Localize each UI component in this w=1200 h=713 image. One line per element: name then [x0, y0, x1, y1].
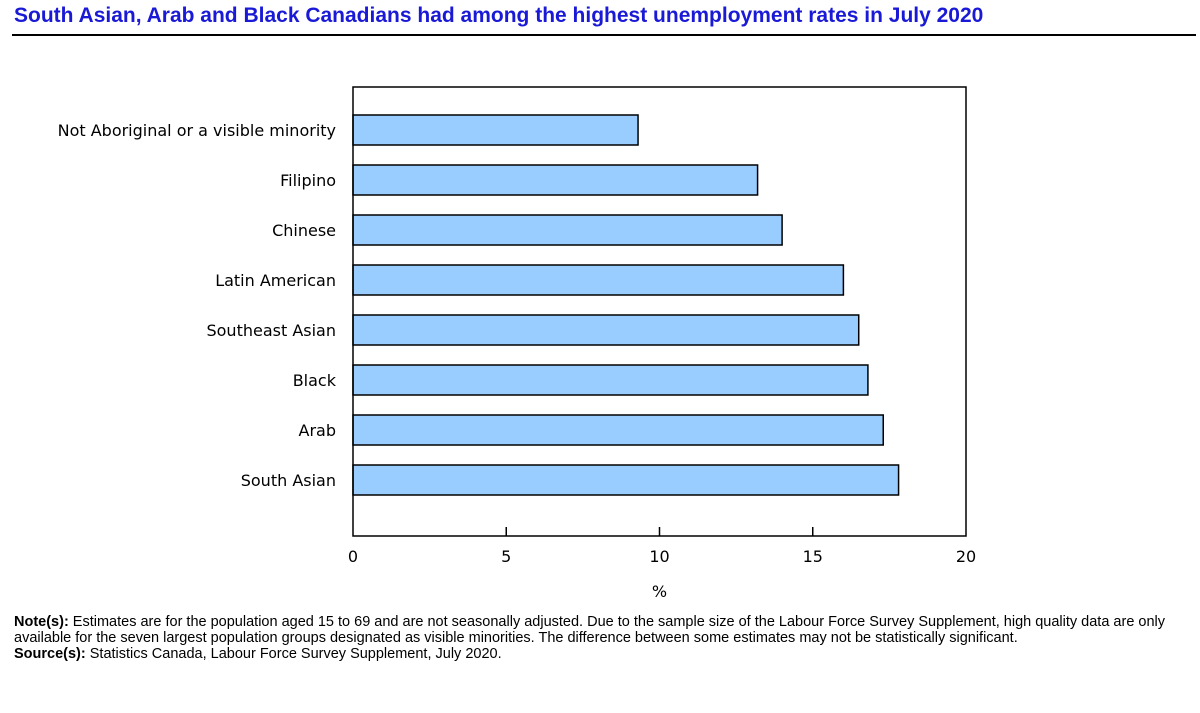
category-label: Latin American — [215, 271, 336, 290]
bar-chinese — [352, 214, 783, 246]
category-label: Southeast Asian — [206, 321, 336, 340]
title-underline — [12, 34, 1196, 36]
x-tick-label: 0 — [348, 547, 358, 566]
source-text: Statistics Canada, Labour Force Survey S… — [85, 646, 502, 662]
bar-south-asian — [352, 464, 900, 496]
bar-southeast-asian — [352, 314, 860, 346]
x-axis-ticks: 0 5 10 15 20 — [348, 527, 976, 566]
footnotes: Note(s): Estimates are for the populatio… — [14, 614, 1184, 662]
bar-black — [352, 364, 869, 396]
x-tick-label: 15 — [803, 547, 823, 566]
bar-not-aboriginal-or-a-visible-minority — [352, 114, 639, 146]
note-label: Note(s): — [14, 614, 69, 630]
category-label: Chinese — [272, 221, 336, 240]
bar-filipino — [352, 164, 759, 196]
bars-layer — [352, 114, 900, 496]
x-axis-title: % — [652, 582, 667, 601]
x-tick-label: 20 — [956, 547, 976, 566]
category-label: Arab — [299, 421, 336, 440]
category-label: Black — [293, 371, 337, 390]
x-tick-label: 5 — [501, 547, 511, 566]
source-label: Source(s): — [14, 646, 86, 662]
category-label: South Asian — [241, 471, 336, 490]
bar-latin-american — [352, 264, 845, 296]
chart-title: South Asian, Arab and Black Canadians ha… — [14, 4, 984, 27]
category-label: Filipino — [280, 171, 336, 190]
note-text: Estimates are for the population aged 15… — [14, 614, 1166, 646]
source: Source(s): Statistics Canada, Labour For… — [14, 646, 1184, 662]
category-labels: Not Aboriginal or a visible minority Fili… — [58, 121, 337, 490]
bar-arab — [352, 414, 884, 446]
note: Note(s): Estimates are for the populatio… — [14, 614, 1184, 646]
x-tick-label: 10 — [649, 547, 669, 566]
category-label: Not Aboriginal or a visible minority — [58, 121, 336, 140]
